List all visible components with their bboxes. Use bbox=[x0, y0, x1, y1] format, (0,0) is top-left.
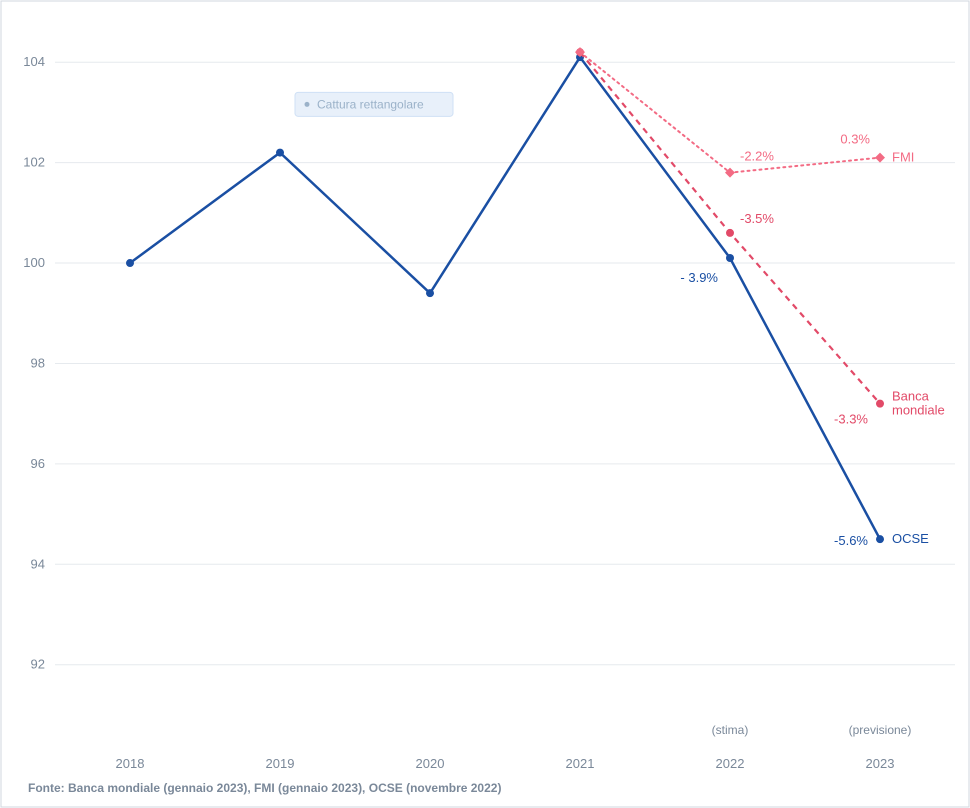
x-tick-label: 2018 bbox=[116, 756, 145, 771]
annotation-text: Cattura rettangolare bbox=[317, 97, 424, 111]
series-marker-ocse bbox=[876, 535, 884, 543]
series-end-label-banca_mondiale: mondiale bbox=[892, 403, 945, 418]
series-line-fmi bbox=[580, 52, 880, 172]
x-tick-label: 2023 bbox=[866, 756, 895, 771]
y-tick-label: 100 bbox=[23, 255, 45, 270]
series-marker-ocse bbox=[426, 289, 434, 297]
series-marker-banca_mondiale bbox=[726, 229, 734, 237]
line-chart: 92 94 96 98 100 102 104 2018 2019 2020 2021 2022 (st… bbox=[0, 0, 970, 808]
chart-container: 92 94 96 98 100 102 104 2018 2019 2020 2021 2022 (st… bbox=[0, 0, 970, 808]
x-sub-label: (stima) bbox=[712, 723, 749, 737]
y-tick-label: 92 bbox=[31, 657, 45, 672]
x-tick-label: 2019 bbox=[266, 756, 295, 771]
series-line-ocse bbox=[130, 57, 880, 539]
x-sub-label: (previsione) bbox=[849, 723, 912, 737]
series-marker-banca_mondiale bbox=[876, 400, 884, 408]
x-tick-label: 2020 bbox=[416, 756, 445, 771]
point-label-fmi: -2.2% bbox=[740, 149, 774, 164]
point-label-banca_mondiale: -3.5% bbox=[740, 211, 774, 226]
series-end-label-banca_mondiale: Banca bbox=[892, 389, 930, 404]
x-tick-label: 2022 bbox=[716, 756, 745, 771]
y-tick-label: 98 bbox=[31, 355, 45, 370]
series-marker-ocse bbox=[726, 254, 734, 262]
series-marker-ocse bbox=[126, 259, 134, 267]
y-tick-label: 102 bbox=[23, 155, 45, 170]
point-label-banca_mondiale: -3.3% bbox=[834, 412, 868, 427]
y-tick-label: 94 bbox=[31, 556, 45, 571]
y-tick-label: 96 bbox=[31, 456, 45, 471]
series-line-banca_mondiale bbox=[580, 52, 880, 403]
source-note: Fonte: Banca mondiale (gennaio 2023), FM… bbox=[28, 781, 501, 795]
point-label-fmi: 0.3% bbox=[840, 132, 870, 147]
x-tick-label: 2021 bbox=[566, 756, 595, 771]
series-end-label-fmi: FMI bbox=[892, 150, 914, 165]
y-tick-label: 104 bbox=[23, 54, 45, 69]
series-marker-fmi bbox=[875, 153, 885, 163]
series-end-label-ocse: OCSE bbox=[892, 531, 929, 546]
point-label-ocse: -5.6% bbox=[834, 533, 868, 548]
annotation-dot bbox=[305, 102, 310, 107]
point-label-ocse: - 3.9% bbox=[680, 270, 718, 285]
series-marker-ocse bbox=[276, 149, 284, 157]
